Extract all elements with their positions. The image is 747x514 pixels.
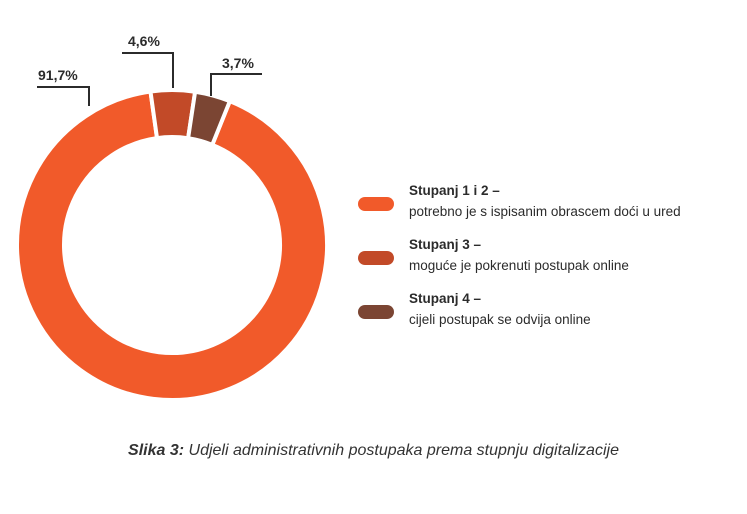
leader-line-stupanj-1-i-2	[37, 86, 90, 106]
data-label-stupanj-3: 4,6%	[128, 33, 160, 49]
legend-swatch	[358, 197, 394, 211]
legend-swatch	[358, 305, 394, 319]
donut-slice-stupanj-4	[185, 89, 233, 148]
legend-title: Stupanj 3 –	[409, 237, 482, 252]
donut-chart: 91,7% 4,6% 3,7%	[15, 33, 329, 402]
data-label-stupanj-4: 3,7%	[222, 55, 254, 71]
legend-text: Stupanj 4 – cijeli postupak se odvija on…	[409, 288, 591, 330]
data-label-stupanj-1-i-2: 91,7%	[38, 67, 78, 83]
legend-item-stupanj-4: Stupanj 4 – cijeli postupak se odvija on…	[358, 288, 591, 330]
donut-slices	[15, 88, 329, 402]
legend-title: Stupanj 4 –	[409, 291, 482, 306]
legend-text: Stupanj 1 i 2 – potrebno je s ispisanim …	[409, 180, 681, 222]
figure-caption-label: Slika 3:	[128, 442, 185, 459]
figure-caption-text: Udjeli administrativnih postupaka prema …	[188, 442, 619, 459]
donut-slice-stupanj-1-i-2	[15, 89, 329, 402]
leader-line-stupanj-3	[122, 52, 174, 88]
legend-description: potrebno je s ispisanim obrascem doći u …	[409, 204, 681, 219]
legend-description: cijeli postupak se odvija online	[409, 312, 591, 327]
legend-item-stupanj-1-i-2: Stupanj 1 i 2 – potrebno je s ispisanim …	[358, 180, 681, 222]
legend-swatch	[358, 251, 394, 265]
legend-description: moguće je pokrenuti postupak online	[409, 258, 629, 273]
leader-line-stupanj-4	[210, 73, 262, 96]
legend-title: Stupanj 1 i 2 –	[409, 183, 500, 198]
legend-item-stupanj-3: Stupanj 3 – moguće je pokrenuti postupak…	[358, 234, 629, 276]
legend-text: Stupanj 3 – moguće je pokrenuti postupak…	[409, 234, 629, 276]
figure-caption: Slika 3: Udjeli administrativnih postupa…	[0, 440, 747, 462]
